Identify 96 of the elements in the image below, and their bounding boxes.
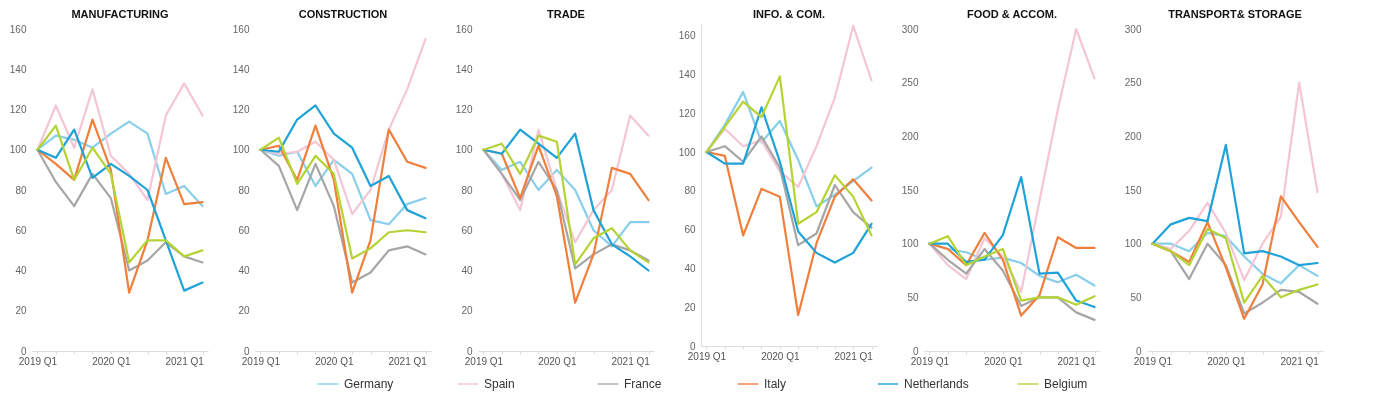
y-tick-label: 80 [684,185,696,197]
y-tick-label: 140 [9,63,27,75]
x-tick-label: 2019 Q1 [464,355,504,367]
y-tick-label: 40 [238,265,250,276]
chart-title: TRANSPORT& STORAGE [1168,8,1302,20]
x-tick-label: 2020 Q1 [538,355,577,367]
line-series [259,148,427,284]
y-tick-label: 100 [455,144,473,156]
y-tick-label: 50 [1130,291,1142,303]
chart-title: FOOD & ACCOM. [966,8,1058,20]
y-tick-label: 160 [678,30,696,42]
line-series [259,136,427,260]
y-tick-label: 160 [455,23,473,35]
chart-title: CONSTRUCTION [298,8,388,20]
legend-label: Spain [484,377,515,391]
line-series [928,242,1096,321]
y-tick-label: 120 [9,104,27,115]
y-tick-label: 20 [684,301,696,313]
x-tick-label: 2021 Q1 [1057,355,1097,367]
line-series [928,176,1096,309]
y-tick-label: 140 [455,63,473,75]
line-series [1151,143,1319,267]
y-tick-label: 120 [232,104,250,115]
y-tick-label: 60 [461,224,473,236]
x-tick-label: 2021 Q1 [611,355,651,367]
line-series [928,235,1096,306]
y-tick-label: 160 [9,23,27,35]
x-tick-label: 2020 Q1 [1207,355,1246,367]
line-series [1151,227,1319,304]
line-series [36,148,204,272]
y-tick-label: 60 [238,224,250,236]
y-tick-label: 140 [678,68,696,80]
chart-title: INFO. & COM. [752,8,826,20]
y-tick-label: 0 [1135,345,1142,357]
x-tick-label: 2021 Q1 [834,350,874,362]
x-tick-label: 2020 Q1 [315,355,354,367]
line-series [705,75,873,237]
x-tick-label: 2021 Q1 [165,355,205,367]
y-tick-label: 80 [461,184,473,196]
y-tick-label: 0 [243,345,250,357]
y-tick-label: 160 [232,23,250,35]
y-tick-label: 100 [232,144,250,156]
legend-label: France [624,377,662,391]
y-tick-label: 120 [678,107,696,119]
y-tick-label: 100 [9,144,27,156]
line-series [928,27,1096,294]
x-tick-label: 2019 Q1 [1133,355,1173,367]
x-tick-label: 2021 Q1 [1280,355,1320,367]
y-tick-label: 0 [466,345,473,357]
y-tick-label: 0 [689,340,696,352]
y-tick-label: 100 [901,238,919,250]
y-tick-label: 250 [1124,77,1142,89]
y-tick-label: 100 [1124,238,1142,250]
y-tick-label: 40 [461,265,473,276]
y-tick-label: 0 [912,345,919,357]
legend-label: Netherlands [904,377,969,391]
y-tick-label: 250 [901,77,919,89]
legend-label: Germany [344,377,394,391]
y-tick-label: 40 [684,262,696,274]
y-tick-label: 60 [684,224,696,236]
y-tick-label: 40 [15,265,27,276]
y-tick-label: 300 [1124,23,1142,35]
chart-title: MANUFACTURING [71,8,169,20]
x-tick-label: 2020 Q1 [984,355,1023,367]
y-tick-label: 150 [1124,184,1142,196]
y-tick-label: 300 [901,23,919,35]
line-series [36,82,204,202]
legend-label: Italy [764,377,787,391]
y-tick-label: 80 [15,184,27,196]
legend-label: Belgium [1044,377,1088,391]
line-series [36,124,204,264]
x-tick-label: 2019 Q1 [687,350,727,362]
x-tick-label: 2019 Q1 [18,355,58,367]
y-tick-label: 200 [901,130,919,142]
x-tick-label: 2020 Q1 [761,350,800,362]
y-tick-label: 20 [238,305,250,317]
x-tick-label: 2019 Q1 [910,355,950,367]
y-tick-label: 150 [901,184,919,196]
y-tick-label: 20 [461,305,473,317]
y-tick-label: 80 [238,184,250,196]
y-tick-label: 50 [907,291,919,303]
y-tick-label: 120 [455,104,473,115]
line-series [705,135,873,247]
y-tick-label: 140 [232,63,250,75]
line-series [259,104,427,220]
y-tick-label: 20 [15,305,27,317]
x-tick-label: 2019 Q1 [241,355,281,367]
line-series [705,150,873,317]
y-tick-label: 0 [20,345,27,357]
line-series [705,106,873,264]
x-tick-label: 2020 Q1 [92,355,131,367]
y-tick-label: 100 [678,146,696,158]
x-tick-label: 2021 Q1 [388,355,428,367]
y-tick-label: 200 [1124,130,1142,142]
y-tick-label: 60 [15,224,27,236]
chart-title: TRADE [547,8,585,20]
